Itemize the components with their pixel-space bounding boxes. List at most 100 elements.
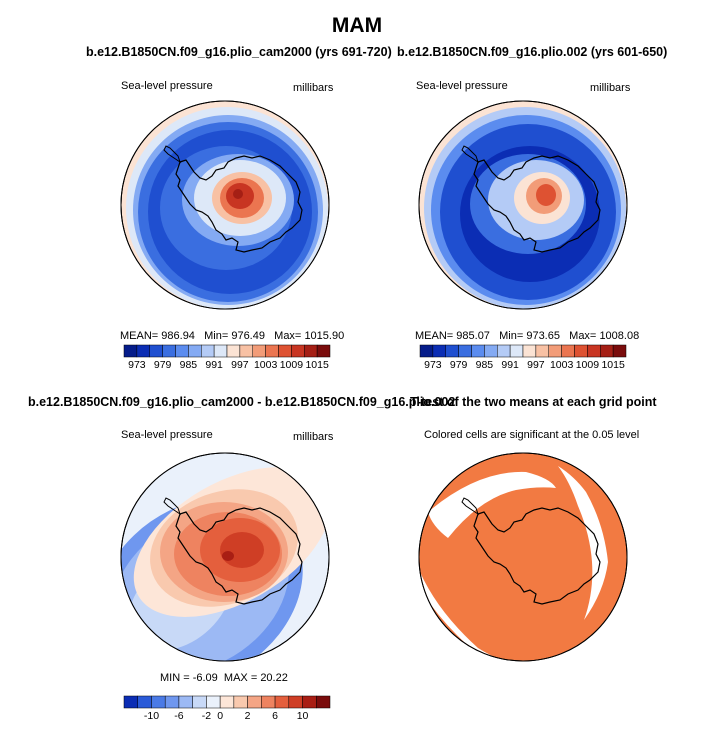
panel2-max-label: Max= — [569, 330, 597, 342]
panel1-title: b.e12.B1850CN.f09_g16.plio_cam2000 (yrs … — [86, 45, 392, 59]
panel2-left-label: Sea-level pressure — [416, 80, 508, 92]
colorbar-swatch — [137, 695, 152, 709]
colorbar-tick-label: 1009 — [576, 359, 600, 371]
panel2-stats: MEAN= 985.07 Min= 973.65 Max= 1008.08 — [415, 330, 639, 342]
colorbar-swatch — [164, 695, 180, 709]
colorbar-swatch — [432, 344, 446, 358]
colorbar-swatch — [219, 695, 235, 709]
panel1-units: millibars — [293, 82, 334, 94]
colorbar-tick-label: 1009 — [280, 359, 304, 371]
colorbar-tick-label: 979 — [450, 359, 468, 371]
colorbar-tick-label: 973 — [128, 359, 146, 371]
colorbar-tick-label: 6 — [272, 710, 278, 722]
colorbar-swatch — [612, 344, 627, 358]
colorbar-tick-label: 985 — [180, 359, 198, 371]
colorbar-swatch — [291, 344, 305, 358]
colorbar-tick-label: 997 — [231, 359, 249, 371]
colorbar-swatch — [192, 695, 207, 709]
panel3-min-label: MIN = — [160, 672, 190, 684]
panel3-title: b.e12.B1850CN.f09_g16.plio_cam2000 - b.e… — [28, 395, 456, 409]
colorbar-swatch — [574, 344, 588, 358]
colorbar-swatch — [561, 344, 575, 358]
panel4-title: T-test of the two means at each grid poi… — [410, 395, 657, 409]
colorbar-swatch — [265, 344, 279, 358]
panel2-max-value: 1008.08 — [599, 330, 640, 342]
panel1-max-label: Max= — [274, 330, 302, 342]
colorbar-tick-label: 2 — [245, 710, 251, 722]
colorbar-swatch — [136, 344, 150, 358]
colorbar-swatch — [178, 695, 193, 709]
colorbar-swatch — [304, 344, 318, 358]
colorbar-swatch — [274, 695, 290, 709]
colorbar-swatch — [123, 344, 138, 358]
panel1-left-label: Sea-level pressure — [121, 80, 213, 92]
colorbar-swatch — [316, 695, 331, 709]
panel3-left-label: Sea-level pressure — [121, 429, 213, 441]
colorbar-swatch — [278, 344, 292, 358]
colorbar-swatch — [261, 695, 276, 709]
colorbar-tick-label: 1015 — [305, 359, 329, 371]
panel4-subtitle: Colored cells are significant at the 0.0… — [424, 429, 640, 441]
colorbar-tick-label: 991 — [205, 359, 223, 371]
colorbar-swatch — [587, 344, 601, 358]
colorbar-swatch — [445, 344, 459, 358]
colorbar-swatch — [522, 344, 537, 358]
colorbar-swatch — [535, 344, 549, 358]
colorbar-tick-label: -10 — [144, 710, 159, 722]
panel2-colorbar: 973 979 985 991 997 1003 1009 1015 — [419, 344, 627, 371]
colorbar-tick-label: -2 — [202, 710, 211, 722]
colorbar-swatch — [239, 344, 253, 358]
panel3-colorbar: -10 -6 -2 0 2 6 10 — [123, 695, 331, 722]
panel4-map — [418, 452, 628, 662]
colorbar-swatch — [213, 344, 228, 358]
colorbar-swatch — [548, 344, 562, 358]
panel1-stats: MEAN= 986.94 Min= 976.49 Max= 1015.90 — [120, 330, 344, 342]
colorbar-tick-label: 997 — [527, 359, 545, 371]
colorbar-tick-label: 973 — [424, 359, 442, 371]
colorbar-tick-label: 1003 — [254, 359, 278, 371]
panel3-max-label: MAX = — [223, 672, 258, 684]
colorbar-tick-label: 1003 — [550, 359, 574, 371]
colorbar-swatch — [252, 344, 266, 358]
panel2-mean-value: 985.07 — [456, 330, 490, 342]
colorbar-tick-label: 979 — [154, 359, 172, 371]
colorbar-swatch — [233, 695, 248, 709]
colorbar-swatch — [162, 344, 176, 358]
panel3-map — [120, 452, 330, 662]
panel1-mean-value: 986.94 — [161, 330, 195, 342]
colorbar-swatch — [471, 344, 485, 358]
colorbar-swatch — [226, 344, 241, 358]
colorbar-swatch — [175, 344, 189, 358]
colorbar-tick-label: 985 — [476, 359, 494, 371]
colorbar-swatch — [247, 695, 262, 709]
panel3-units: millibars — [293, 431, 334, 443]
panel1-mean-label: MEAN= — [120, 330, 159, 342]
panel2-mean-label: MEAN= — [415, 330, 454, 342]
colorbar-tick-label: 10 — [297, 710, 309, 722]
panel3-min-value: -6.09 — [192, 672, 218, 684]
colorbar-swatch — [509, 344, 524, 358]
colorbar-swatch — [316, 344, 331, 358]
colorbar-swatch — [288, 695, 303, 709]
colorbar-swatch — [123, 695, 138, 709]
colorbar-tick-label: 0 — [217, 710, 223, 722]
colorbar-swatch — [151, 695, 166, 709]
colorbar-tick-label: -6 — [174, 710, 183, 722]
colorbar-swatch — [302, 695, 317, 709]
colorbar-swatch — [484, 344, 498, 358]
colorbar-swatch — [419, 344, 434, 358]
panel2-min-label: Min= — [499, 330, 524, 342]
panel2-min-value: 973.65 — [526, 330, 560, 342]
colorbar-swatch — [497, 344, 511, 358]
panel3-max-value: 20.22 — [260, 672, 288, 684]
panel1-min-label: Min= — [204, 330, 229, 342]
panel2-units: millibars — [590, 82, 631, 94]
panel1-colorbar: 973 979 985 991 997 1003 1009 1015 — [123, 344, 331, 371]
panel2-map — [418, 100, 628, 310]
colorbar-tick-label: 991 — [501, 359, 519, 371]
figure-title: MAM — [331, 14, 383, 37]
panel1-max-value: 1015.90 — [304, 330, 345, 342]
colorbar-tick-label: 1015 — [601, 359, 625, 371]
colorbar-swatch — [188, 344, 202, 358]
colorbar-swatch — [600, 344, 614, 358]
